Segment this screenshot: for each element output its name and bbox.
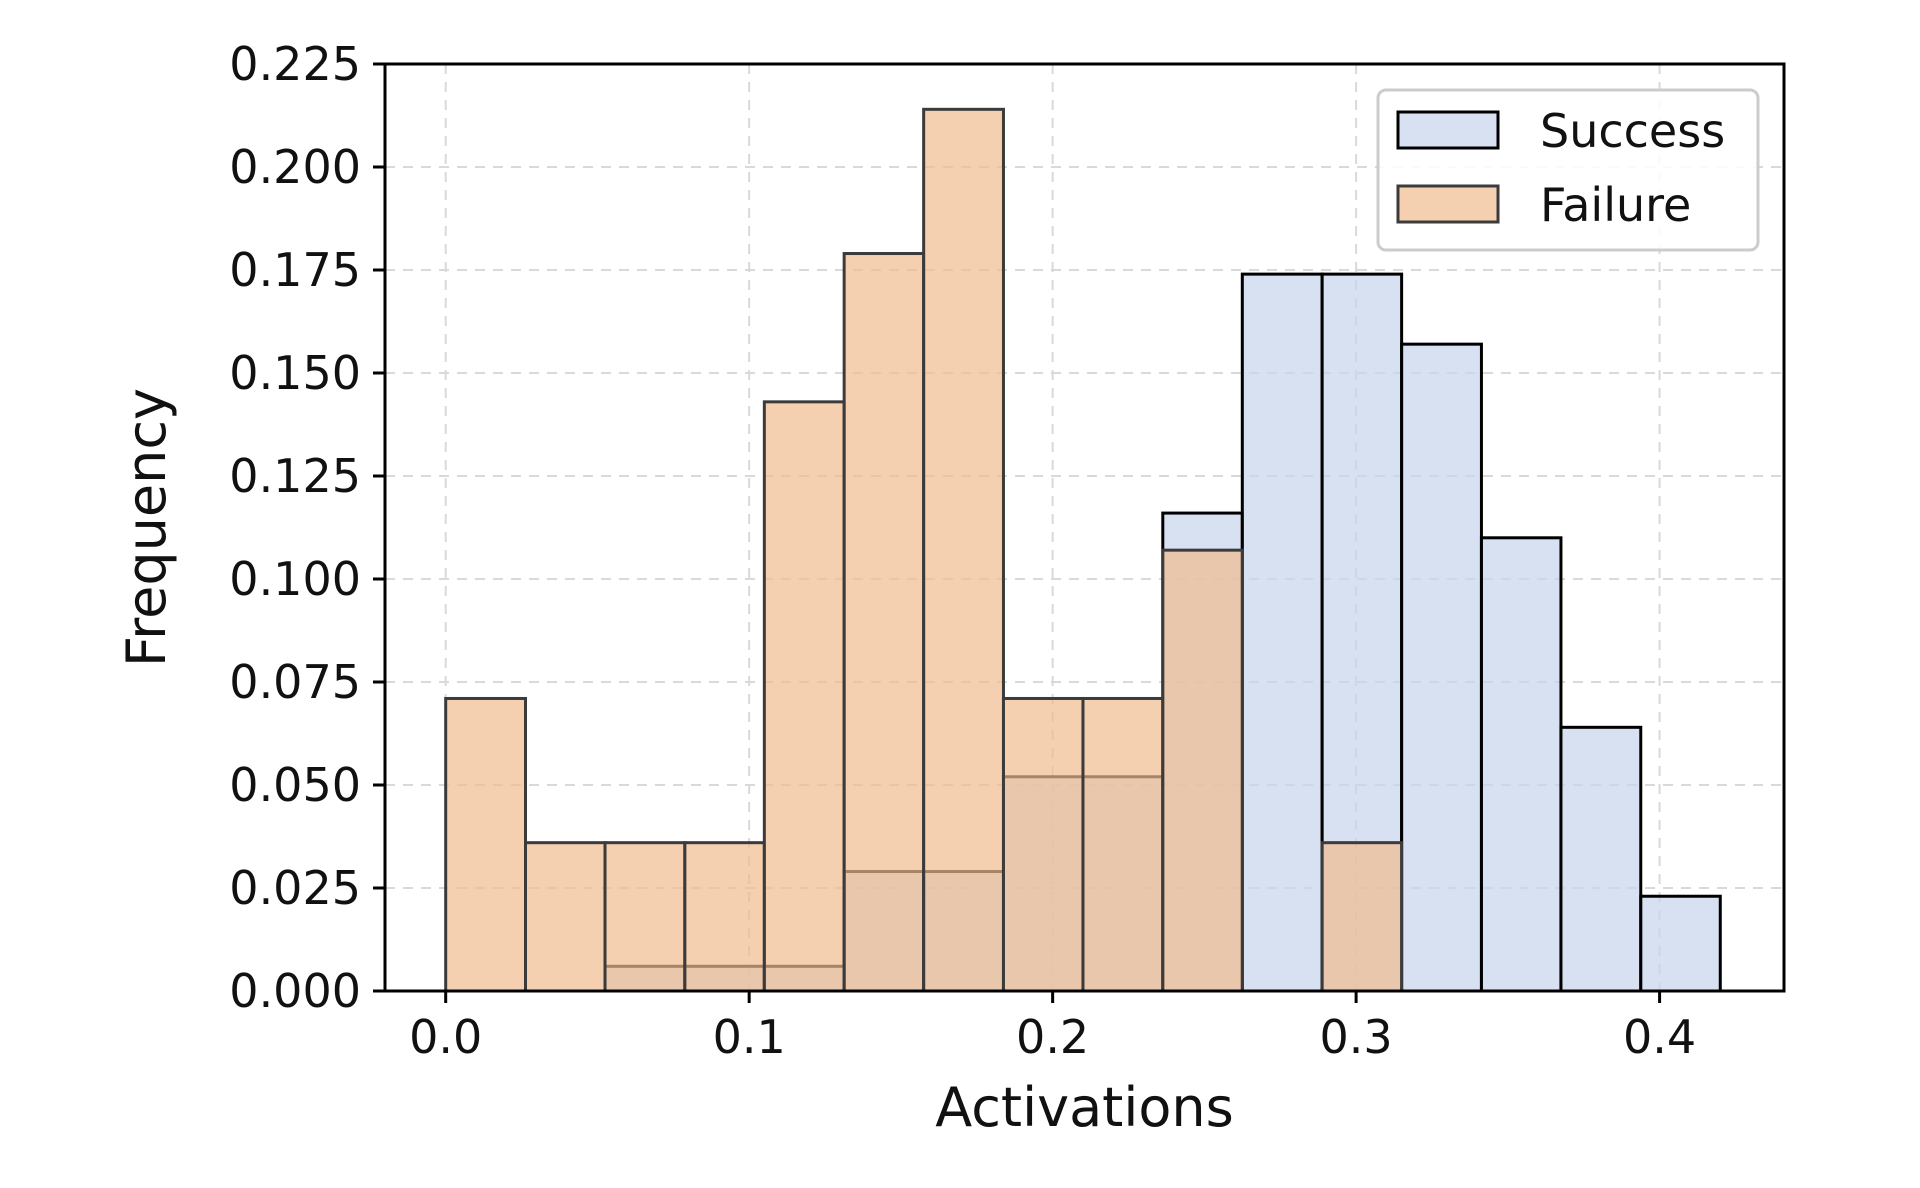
legend-swatch-failure — [1396, 184, 1500, 224]
failure-bars — [444, 107, 1404, 993]
y-tick-label: 0.200 — [229, 140, 361, 194]
failure-bar — [683, 841, 766, 993]
legend-swatch-success — [1396, 110, 1500, 150]
plot-frame — [383, 62, 1786, 993]
y-tick-label: 0.175 — [229, 243, 361, 297]
legend-label-success: Success — [1540, 104, 1725, 158]
failure-bar — [603, 841, 687, 993]
y-tick-label: 0.150 — [229, 346, 361, 400]
x-tick-label: 0.1 — [713, 1010, 786, 1064]
x-tick-label: 0.2 — [1016, 1010, 1089, 1064]
x-axis-label: Activations — [935, 1076, 1233, 1139]
failure-bar — [1161, 548, 1244, 993]
success-bar — [1639, 894, 1722, 993]
y-axis-label: Frequency — [115, 388, 178, 667]
x-tick-label: 0.4 — [1623, 1010, 1696, 1064]
y-tick-label: 0.050 — [229, 758, 361, 812]
x-tick-label: 0.3 — [1320, 1010, 1393, 1064]
failure-bar — [762, 400, 846, 993]
y-tick-label: 0.025 — [229, 861, 361, 915]
y-tick-label: 0.000 — [229, 964, 361, 1018]
x-tick-label: 0.0 — [409, 1010, 482, 1064]
legend: Success Failure — [1376, 88, 1760, 252]
success-bar — [1240, 272, 1324, 993]
y-tick-label: 0.125 — [229, 449, 361, 503]
success-bar — [1559, 725, 1643, 993]
failure-bar — [842, 252, 926, 993]
y-axis-ticks: 0.000 0.025 0.050 0.075 0.100 0.125 0.150 0.175… — [229, 37, 385, 1018]
failure-bar — [524, 841, 607, 993]
failure-bar — [1081, 696, 1165, 993]
y-tick-label: 0.075 — [229, 655, 361, 709]
success-bar — [1479, 536, 1563, 993]
x-axis-ticks: 0.0 0.1 0.2 0.3 0.4 — [409, 991, 1696, 1064]
y-tick-label: 0.100 — [229, 552, 361, 606]
failure-bar — [1320, 841, 1404, 993]
failure-bar — [1001, 696, 1085, 993]
failure-bar — [444, 696, 528, 993]
legend-label-failure: Failure — [1540, 178, 1691, 232]
failure-bar — [922, 107, 1005, 993]
y-tick-label: 0.225 — [229, 37, 361, 91]
success-bar — [1400, 342, 1483, 993]
